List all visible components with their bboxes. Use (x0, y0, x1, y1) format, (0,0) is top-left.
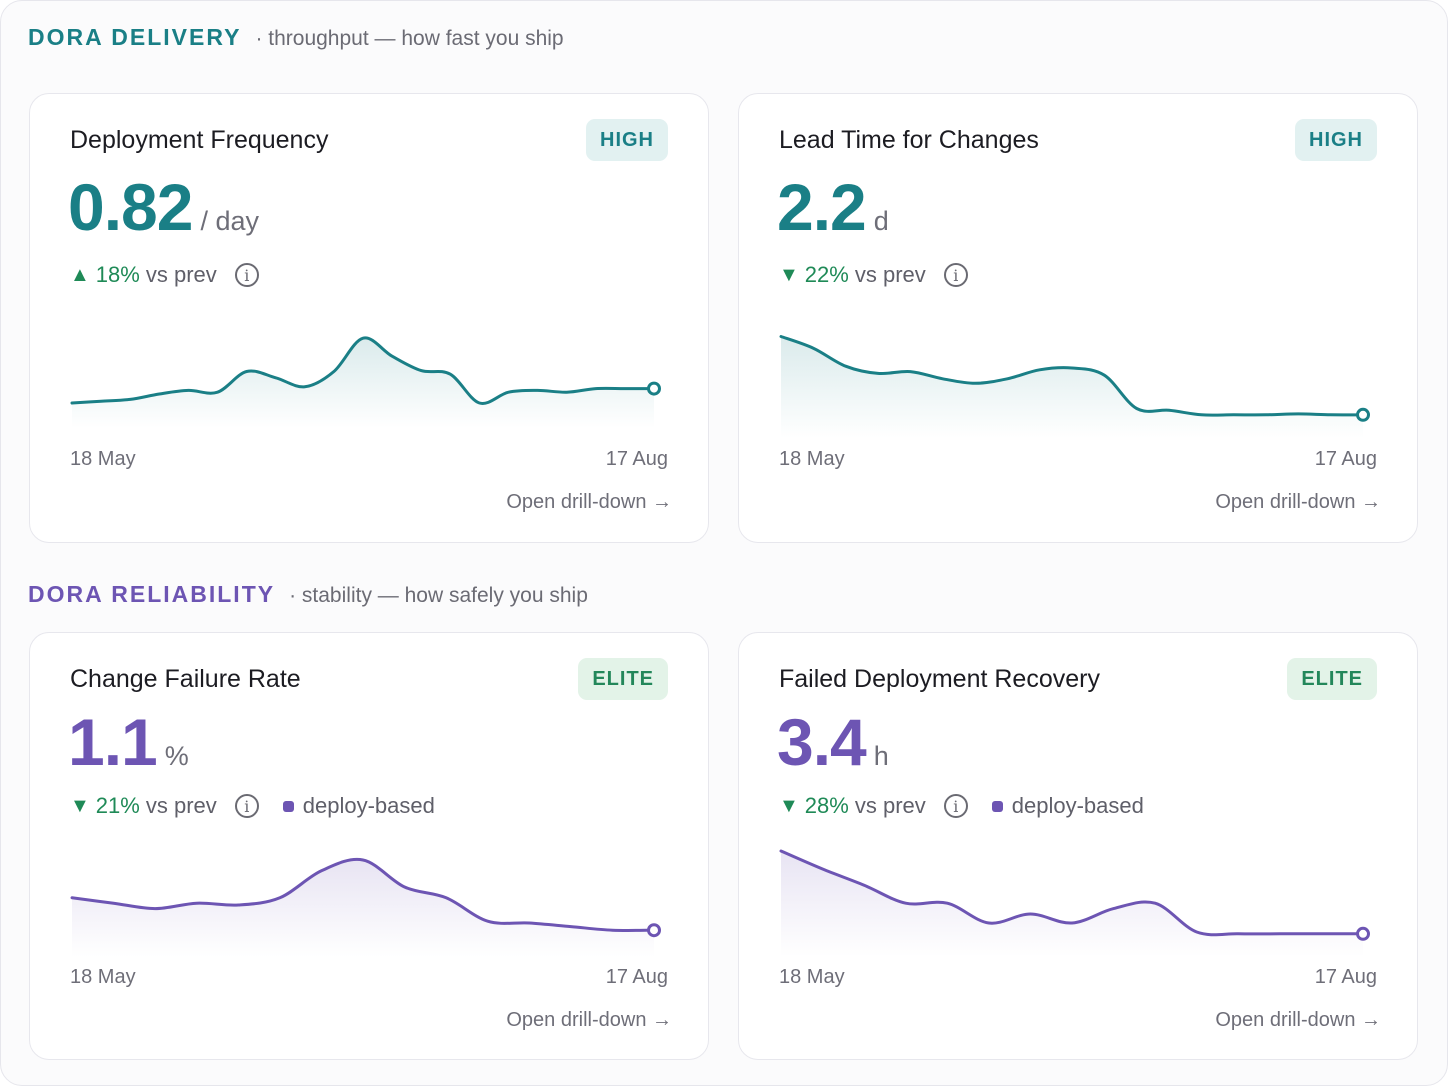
open-drill-down-link[interactable]: Open drill-down → (1215, 491, 1381, 513)
delta-percent: 18% (95, 262, 140, 287)
card-title: Failed Deployment Recovery (779, 665, 1100, 693)
open-drill-down-link[interactable]: Open drill-down → (506, 491, 672, 513)
arrow-down-icon: ▼ (70, 794, 90, 817)
square-dot-icon (282, 800, 294, 812)
delta-label: vs prev (145, 262, 217, 287)
metric-unit: % (164, 741, 189, 771)
trend-sparkline (70, 857, 661, 957)
info-icon[interactable]: i (943, 263, 968, 287)
sparkline-line (70, 857, 656, 932)
delta-row: ▼ 28% vs prev i deploy-based (779, 793, 1144, 819)
start-date: 18 May (779, 448, 845, 470)
metric-unit: / day (200, 206, 260, 236)
card-lead-time-for-changes[interactable]: Lead Time for Changes HIGH 2.2 d ▼ 22% v… (738, 93, 1418, 543)
end-date: 17 Aug (605, 448, 668, 470)
delta-row: ▼ 22% vs prev i (779, 262, 968, 288)
trend-sparkline (779, 849, 1370, 957)
arrow-down-icon: ▼ (779, 263, 799, 286)
card-title: Lead Time for Changes (779, 126, 1039, 154)
start-date: 18 May (70, 966, 136, 988)
sparkline-area (781, 336, 1363, 438)
section-header-reliability: DORA RELIABILITY · stability — how safel… (28, 581, 588, 608)
trend-sparkline (70, 336, 661, 428)
performance-badge: ELITE (578, 658, 668, 700)
sparkline-line (70, 336, 656, 405)
delta-percent: 22% (804, 262, 849, 287)
end-date: 17 Aug (1314, 448, 1377, 470)
metric-value: 0.82 (68, 170, 193, 244)
info-icon[interactable]: i (234, 794, 259, 818)
card-title: Change Failure Rate (70, 665, 301, 693)
metric-unit: d (873, 206, 889, 236)
performance-badge: ELITE (1287, 658, 1377, 700)
metric-unit: h (873, 741, 889, 771)
delta-row: ▼ 21% vs prev i deploy-based (70, 793, 435, 819)
end-date: 17 Aug (605, 966, 668, 988)
deploy-based-chip: deploy-based (282, 793, 435, 819)
sparkline-end-point (647, 381, 661, 396)
sparkline-area (781, 851, 1363, 957)
card-title: Deployment Frequency (70, 126, 329, 154)
metric-value: 3.4 (777, 705, 867, 779)
deploy-based-chip: deploy-based (991, 793, 1144, 819)
sparkline-area (72, 337, 654, 428)
trend-sparkline (779, 335, 1370, 438)
performance-badge: HIGH (586, 119, 668, 161)
section-subtitle: · stability — how safely you ship (289, 584, 588, 607)
section-name: DORA DELIVERY (28, 24, 242, 50)
delta-label: vs prev (854, 262, 926, 287)
sparkline-end-point (647, 923, 661, 938)
card-change-failure-rate[interactable]: Change Failure Rate ELITE 1.1 % ▼ 21% vs… (29, 632, 709, 1060)
metric-value-row: 2.2 d (777, 174, 889, 240)
metric-value: 1.1 (68, 705, 158, 779)
metric-value: 2.2 (777, 170, 867, 244)
square-dot-icon (991, 800, 1003, 812)
info-icon[interactable]: i (234, 263, 259, 287)
delta-percent: 28% (804, 793, 849, 818)
sparkline-end-point (1356, 926, 1370, 941)
start-date: 18 May (779, 966, 845, 988)
arrow-up-icon: ▲ (70, 263, 90, 286)
performance-badge: HIGH (1295, 119, 1377, 161)
card-deployment-frequency[interactable]: Deployment Frequency HIGH 0.82 / day ▲ 1… (29, 93, 709, 543)
sparkline-line (779, 335, 1365, 417)
metric-value-row: 3.4 h (777, 709, 889, 775)
sparkline-area (72, 859, 654, 957)
delta-row: ▲ 18% vs prev i (70, 262, 259, 288)
sparkline-end-point (1356, 407, 1370, 422)
section-header-delivery: DORA DELIVERY · throughput — how fast yo… (28, 24, 564, 51)
chip-label: deploy-based (302, 793, 435, 818)
delta-percent: 21% (95, 793, 140, 818)
info-icon[interactable]: i (943, 794, 968, 818)
card-failed-deployment-recovery[interactable]: Failed Deployment Recovery ELITE 3.4 h ▼… (738, 632, 1418, 1060)
delta-label: vs prev (145, 793, 217, 818)
sparkline-line (779, 849, 1365, 937)
metric-value-row: 1.1 % (68, 709, 189, 775)
section-subtitle: · throughput — how fast you ship (255, 27, 564, 50)
end-date: 17 Aug (1314, 966, 1377, 988)
open-drill-down-link[interactable]: Open drill-down → (1215, 1009, 1381, 1031)
open-drill-down-link[interactable]: Open drill-down → (506, 1009, 672, 1031)
start-date: 18 May (70, 448, 136, 470)
metric-value-row: 0.82 / day (68, 174, 259, 240)
section-name: DORA RELIABILITY (28, 581, 276, 607)
chip-label: deploy-based (1011, 793, 1144, 818)
delta-label: vs prev (854, 793, 926, 818)
arrow-down-icon: ▼ (779, 794, 799, 817)
